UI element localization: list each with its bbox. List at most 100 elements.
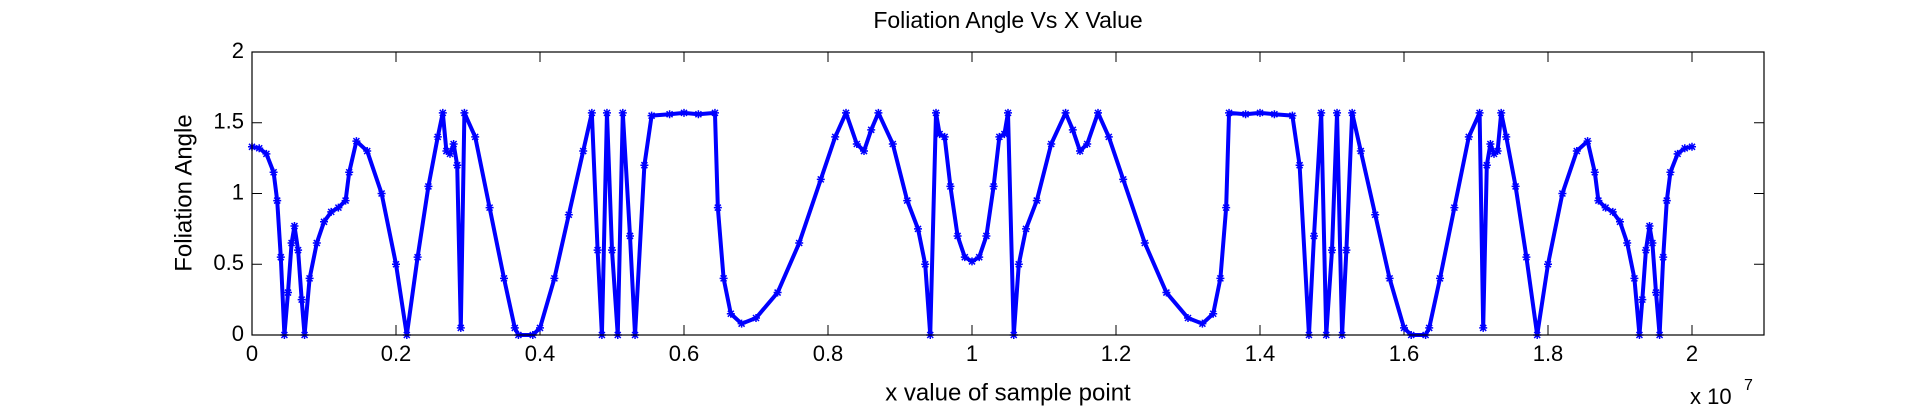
x-tick-label: 1.8 (1533, 341, 1564, 366)
data-point (1348, 108, 1357, 117)
data-point (1652, 288, 1660, 297)
data-point (1464, 132, 1473, 141)
data-point (1479, 323, 1488, 332)
data-point (1486, 139, 1495, 148)
x-tick-label: 0.8 (813, 341, 844, 366)
data-point (1317, 108, 1326, 117)
data-point (460, 108, 469, 117)
x-tick-label: 1 (966, 341, 978, 366)
data-point (345, 168, 354, 177)
data-point (290, 222, 299, 231)
data-point (255, 144, 264, 153)
data-point (903, 196, 912, 205)
data-point (352, 137, 361, 146)
data-point (1198, 319, 1207, 328)
data-point (377, 189, 386, 198)
data-point (341, 196, 350, 205)
data-point (1490, 149, 1498, 158)
data-point (1310, 231, 1318, 240)
data-point (946, 182, 955, 191)
data-point (1014, 260, 1023, 269)
data-point (773, 288, 782, 297)
data-point (1333, 108, 1342, 117)
data-point (1522, 253, 1531, 262)
data-point (852, 139, 861, 148)
data-point (935, 130, 944, 139)
data-point (1256, 108, 1264, 117)
data-point (608, 246, 616, 255)
data-point (1400, 323, 1408, 332)
data-point (888, 139, 897, 148)
data-point (831, 132, 840, 141)
data-point (995, 132, 1004, 141)
data-point (363, 147, 372, 156)
data-point (1623, 239, 1632, 248)
data-point (1184, 314, 1192, 323)
data-point (1425, 323, 1434, 332)
data-point (1645, 222, 1654, 231)
data-point (1616, 217, 1624, 226)
data-point (932, 108, 940, 117)
data-point (752, 314, 760, 323)
data-point (719, 274, 728, 283)
data-point (1673, 149, 1682, 158)
data-point (640, 161, 649, 170)
data-point (392, 260, 400, 269)
data-point (1061, 108, 1070, 117)
x-axis-label: x value of sample point (885, 379, 1131, 406)
data-point (1608, 207, 1617, 216)
data-point (276, 253, 285, 262)
data-point (579, 147, 588, 156)
data-point (1209, 309, 1218, 318)
data-point (550, 274, 559, 283)
data-point (1502, 132, 1511, 141)
data-point (485, 203, 494, 212)
data-point (842, 108, 850, 117)
data-point (1241, 110, 1250, 119)
data-point (867, 125, 876, 134)
x-multiplier: x 10 (1690, 384, 1732, 407)
data-point (989, 182, 998, 191)
data-point (1328, 246, 1336, 255)
data-point (816, 175, 825, 184)
data-point (1083, 139, 1092, 148)
data-point (500, 274, 508, 283)
data-point (618, 108, 627, 117)
data-point (860, 147, 868, 156)
data-point (874, 108, 883, 117)
y-axis-label: Foliation Angle (170, 114, 197, 271)
data-point (940, 132, 949, 141)
data-point (1022, 224, 1030, 233)
data-point (334, 203, 343, 212)
data-point (953, 231, 962, 240)
data-point (1482, 161, 1491, 170)
data-point (1511, 182, 1520, 191)
data-point (1497, 108, 1506, 117)
data-point (273, 196, 282, 205)
x-tick-label: 1.6 (1389, 341, 1420, 366)
data-point (694, 110, 703, 119)
data-point (1000, 130, 1009, 139)
data-point (1641, 246, 1650, 255)
data-point (1638, 295, 1647, 304)
y-tick-label: 2 (232, 38, 244, 63)
data-point (1662, 196, 1671, 205)
data-point (1032, 196, 1041, 205)
x-tick-label: 0 (246, 341, 258, 366)
data-point (726, 309, 735, 318)
data-point (294, 246, 303, 255)
data-point (1544, 260, 1552, 269)
data-point (1648, 239, 1657, 248)
data-point (1140, 239, 1149, 248)
data-point (1583, 137, 1592, 146)
data-point (413, 253, 422, 262)
data-point (424, 182, 433, 191)
data-point (262, 149, 271, 158)
data-point (1094, 108, 1102, 117)
data-point (1450, 203, 1459, 212)
data-point (1119, 175, 1128, 184)
data-point (982, 231, 991, 240)
data-point (1436, 274, 1444, 283)
data-point (626, 231, 634, 240)
